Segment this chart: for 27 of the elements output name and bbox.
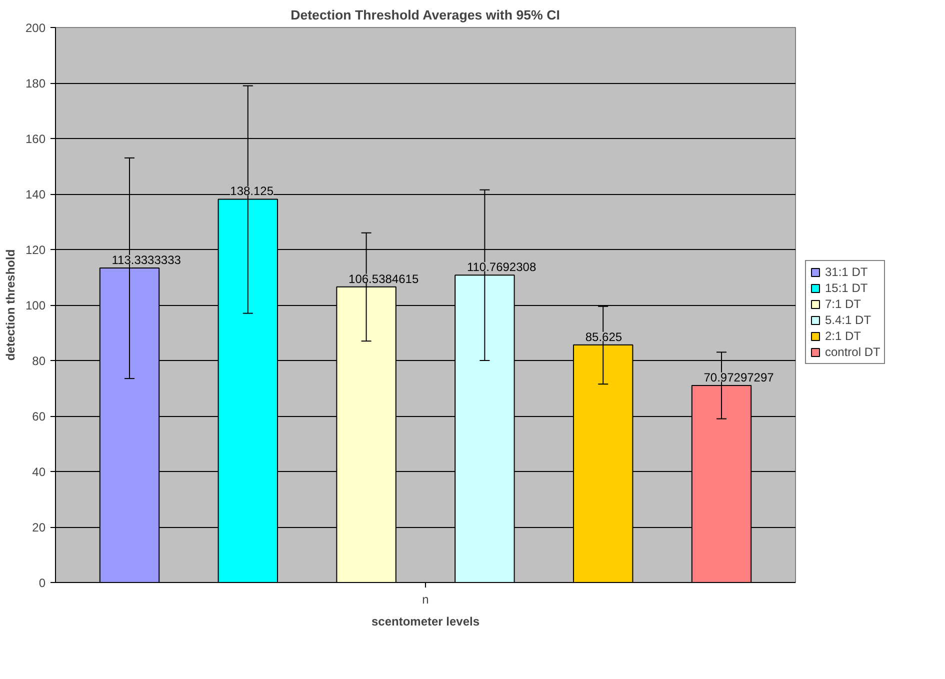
legend-label: 15:1 DT: [825, 280, 868, 294]
legend-label: 31:1 DT: [825, 264, 868, 278]
y-tick-label: 140: [25, 188, 46, 202]
legend-label: 5.4:1 DT: [825, 312, 872, 326]
data-label: 138.125: [230, 184, 274, 198]
data-label: 113.3333333: [112, 253, 182, 267]
data-label: 85.625: [585, 330, 622, 344]
chart-title: Detection Threshold Averages with 95% CI: [290, 8, 560, 22]
y-axis-title: detection threshold: [3, 249, 18, 361]
y-tick-label: 200: [25, 21, 46, 35]
data-label: 106.5384615: [348, 272, 419, 286]
y-tick-label: 20: [32, 520, 46, 534]
legend-label: 7:1 DT: [825, 296, 862, 310]
data-label: 70.97297297: [704, 370, 774, 385]
legend-label: 2:1 DT: [825, 328, 862, 342]
y-tick-label: 160: [25, 132, 46, 146]
y-tick-label: 80: [32, 354, 46, 368]
y-tick-label: 0: [38, 576, 46, 590]
y-tick-label: 40: [32, 465, 46, 479]
y-tick-label: 60: [32, 410, 46, 424]
y-tick-label: 120: [25, 243, 46, 257]
x-tick-label: n: [422, 592, 429, 606]
y-tick-label: 100: [25, 298, 46, 312]
y-tick-label: 180: [25, 76, 46, 90]
data-label: 110.7692308: [466, 260, 536, 274]
legend-label: control DT: [825, 344, 880, 358]
x-axis-title: scentometer levels: [371, 614, 480, 628]
